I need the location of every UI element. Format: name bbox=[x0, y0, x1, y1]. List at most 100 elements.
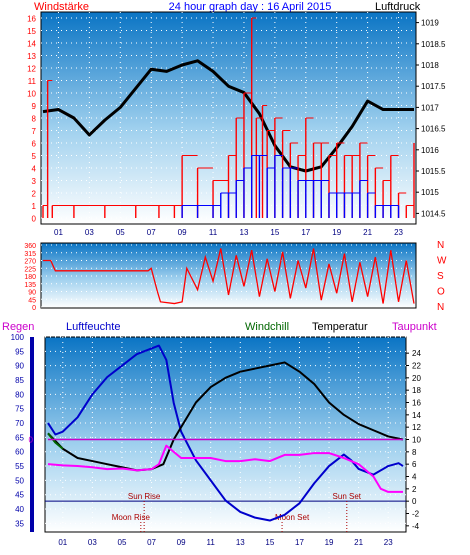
chart-title: 24 hour graph day : 16 April 2015 bbox=[169, 1, 332, 13]
humidity-tick: 95 bbox=[15, 347, 24, 356]
temperature-tick: 12 bbox=[412, 423, 421, 432]
pressure-tick: 1014.5 bbox=[421, 209, 446, 218]
humidity-tick: 80 bbox=[15, 390, 24, 399]
hour-tick: 17 bbox=[295, 538, 304, 547]
humidity-tick: 100 bbox=[11, 333, 25, 342]
direction-tick: 360 bbox=[24, 243, 36, 250]
compass-label: N bbox=[437, 302, 444, 313]
temperature-tick: 22 bbox=[412, 362, 421, 371]
pressure-tick: 1016 bbox=[421, 146, 439, 155]
wind-direction-series bbox=[43, 248, 415, 305]
pressure-tick: 1018 bbox=[421, 61, 439, 70]
humidity-tick: 50 bbox=[15, 476, 24, 485]
temperature-tick: 0 bbox=[412, 497, 417, 506]
humidity-temperature-grid bbox=[45, 336, 406, 532]
compass-label: O bbox=[437, 287, 445, 298]
sun-annotation: Sun Set bbox=[333, 492, 362, 501]
wind-force-tick: 16 bbox=[27, 15, 36, 24]
windchill-line bbox=[47, 432, 64, 450]
compass-label: S bbox=[437, 271, 444, 282]
temperature-tick: 6 bbox=[412, 460, 417, 469]
wind-force-tick: 15 bbox=[27, 27, 36, 36]
hour-tick: 13 bbox=[236, 538, 245, 547]
rain-scale-bar bbox=[30, 337, 34, 532]
direction-tick: 225 bbox=[24, 266, 36, 273]
hour-tick: 01 bbox=[54, 228, 63, 237]
hour-tick: 21 bbox=[363, 228, 372, 237]
humidity-tick: 60 bbox=[15, 448, 24, 457]
hour-tick: 13 bbox=[240, 228, 249, 237]
wind-direction-line bbox=[43, 248, 415, 305]
direction-tick: 0 bbox=[32, 305, 36, 312]
wind-force-tick: 5 bbox=[32, 152, 37, 161]
dewpoint-line bbox=[47, 444, 403, 493]
temperature-tick: 8 bbox=[412, 448, 417, 457]
hour-tick: 05 bbox=[116, 228, 125, 237]
wind-force-tick: 12 bbox=[27, 65, 36, 74]
wind-force-tick: 1 bbox=[32, 202, 37, 211]
hour-tick: 03 bbox=[88, 538, 97, 547]
humidity-tick: 70 bbox=[15, 419, 24, 428]
hour-tick: 23 bbox=[384, 538, 393, 547]
dewpoint-label: Taupunkt bbox=[392, 321, 437, 333]
rain-zero-tick: 0 bbox=[29, 436, 34, 445]
temperature-tick: 18 bbox=[412, 386, 421, 395]
compass-label: N bbox=[437, 240, 444, 251]
hour-tick: 21 bbox=[354, 538, 363, 547]
astronomy-annotations: Sun Rise Sun Set Moon Rise Moon Set bbox=[112, 492, 362, 532]
pressure-tick: 1017 bbox=[421, 103, 439, 112]
temperature-tick: 24 bbox=[412, 349, 421, 358]
direction-tick: 315 bbox=[24, 251, 36, 258]
hour-tick: 23 bbox=[394, 228, 403, 237]
wind-force-tick: 11 bbox=[28, 77, 37, 86]
humidity-tick: 75 bbox=[15, 405, 24, 414]
wind-force-label: Windstärke bbox=[34, 1, 89, 13]
hour-tick: 19 bbox=[325, 538, 334, 547]
wind-force-tick: 6 bbox=[32, 140, 37, 149]
windchill-label: Windchill bbox=[245, 321, 289, 333]
wind-force-tick: 13 bbox=[27, 52, 36, 61]
wind-force-tick: 9 bbox=[32, 102, 37, 111]
hour-tick: 09 bbox=[178, 228, 187, 237]
pressure-line bbox=[42, 59, 414, 173]
humidity-tick: 90 bbox=[15, 362, 24, 371]
humidity-label: Luftfeuchte bbox=[66, 321, 120, 333]
pressure-tick: 1015.5 bbox=[421, 167, 446, 176]
temperature-tick: -4 bbox=[412, 522, 420, 531]
wind-force-tick: 2 bbox=[32, 190, 37, 199]
wind-pressure-panel: Windstärke 24 hour graph day : 16 April … bbox=[27, 1, 446, 237]
humidity-tick: 55 bbox=[15, 462, 24, 471]
humidity-tick: 35 bbox=[15, 519, 24, 528]
pressure-tick: 1019 bbox=[421, 19, 439, 28]
humidity-temperature-panel: Regen Luftfeuchte Windchill Temperatur T… bbox=[2, 321, 437, 547]
humidity-tick: 40 bbox=[15, 505, 24, 514]
humidity-temperature-plot-area bbox=[44, 336, 407, 533]
moon-annotation: Moon Rise bbox=[112, 513, 151, 522]
wind-force-tick: 0 bbox=[32, 215, 37, 224]
hour-tick: 05 bbox=[118, 538, 127, 547]
direction-tick: 45 bbox=[28, 297, 36, 304]
humidity-temperature-series bbox=[47, 344, 404, 522]
humidity-axis: 35 40 45 50 55 60 65 70 75 80 85 90 95 100 0 bbox=[11, 333, 34, 532]
wind-force-tick: 4 bbox=[32, 165, 37, 174]
pressure-label: Luftdruck bbox=[375, 1, 421, 13]
wind-force-tick: 14 bbox=[27, 40, 36, 49]
hour-tick: 07 bbox=[147, 228, 156, 237]
humidity-tick: 85 bbox=[15, 376, 24, 385]
temperature-tick: 14 bbox=[412, 411, 421, 420]
direction-tick: 180 bbox=[24, 274, 36, 281]
wind-force-tick: 3 bbox=[32, 177, 37, 186]
hour-axis-bottom: 01 03 05 07 09 11 13 15 17 19 21 23 bbox=[58, 538, 393, 547]
hour-tick: 19 bbox=[332, 228, 341, 237]
pressure-tick: 1017.5 bbox=[421, 82, 446, 91]
humidity-tick: 45 bbox=[15, 491, 24, 500]
hour-tick: 17 bbox=[301, 228, 310, 237]
wind-force-tick: 7 bbox=[32, 127, 37, 136]
hour-tick: 07 bbox=[147, 538, 156, 547]
hour-tick: 11 bbox=[209, 228, 218, 237]
